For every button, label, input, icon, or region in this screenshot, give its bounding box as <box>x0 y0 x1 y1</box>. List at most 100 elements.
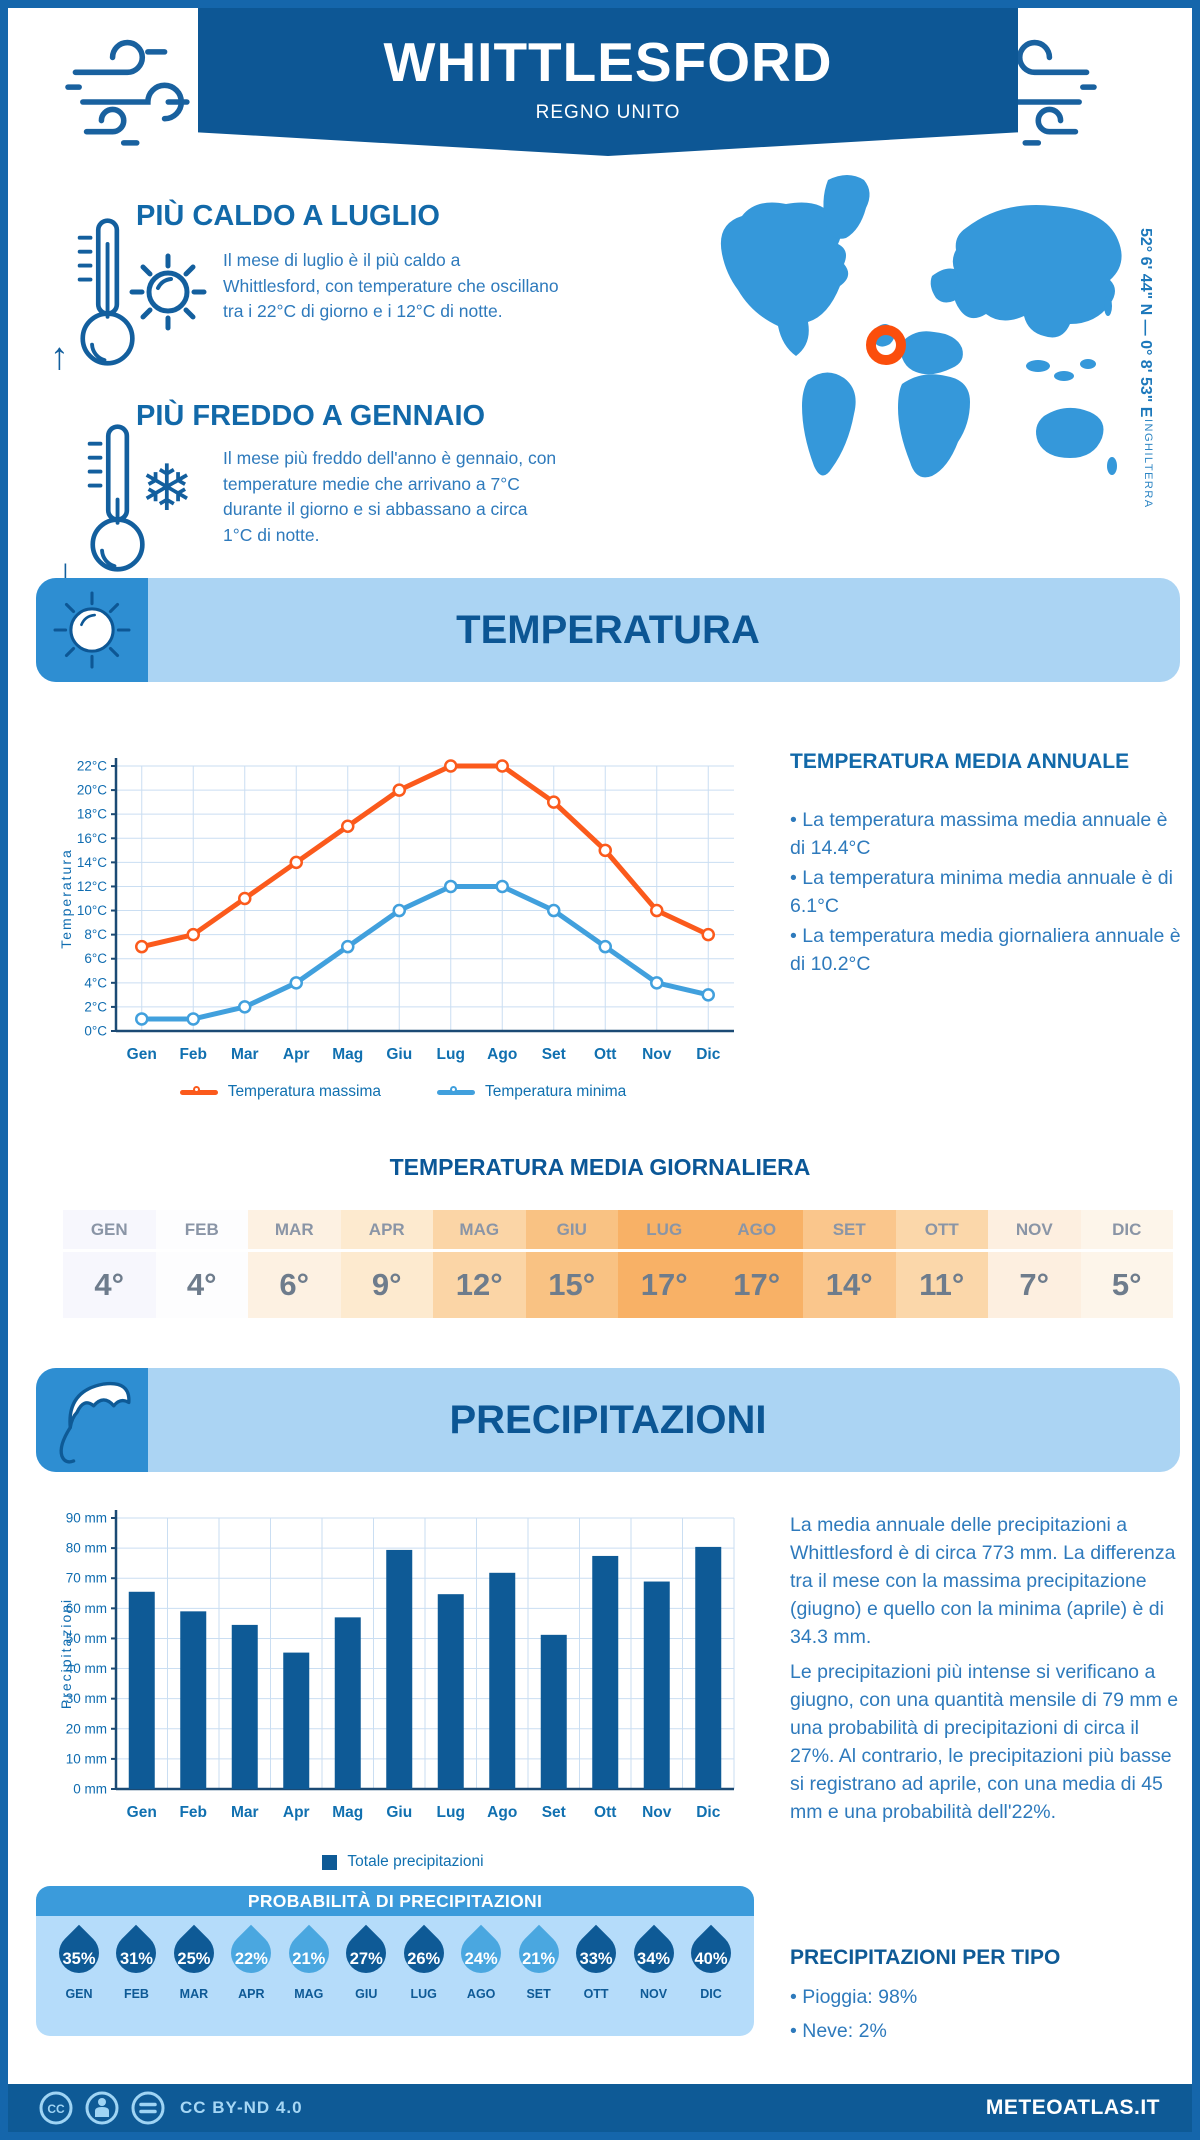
raindrop-icon: 25% <box>165 1924 223 1986</box>
table-column: MAG 12° <box>433 1210 526 1318</box>
legend-item-total: Totale precipitazioni <box>322 1853 484 1871</box>
sun-badge-icon <box>36 578 148 682</box>
probability-item: 33% OTT <box>567 1924 625 2036</box>
footer: CC CC BY-ND 4.0 METEOATLAS.IT <box>8 2084 1192 2132</box>
svg-text:60 mm: 60 mm <box>66 1601 107 1616</box>
probability-item: 27% GIU <box>337 1924 395 2036</box>
world-map <box>708 158 1128 488</box>
license-label: CC BY-ND 4.0 <box>180 2098 303 2117</box>
svg-text:Set: Set <box>542 1046 566 1063</box>
cc-icon: CC <box>39 2091 73 2125</box>
probability-item: 26% LUG <box>395 1924 453 2036</box>
svg-text:Mar: Mar <box>231 1046 259 1063</box>
svg-text:22°C: 22°C <box>77 759 107 774</box>
annual-temperature-title: TEMPERATURA MEDIA ANNUALE <box>790 750 1130 773</box>
svg-text:10°C: 10°C <box>77 903 107 918</box>
svg-text:10 mm: 10 mm <box>66 1751 107 1766</box>
thermometer-low-icon <box>76 422 156 582</box>
svg-text:Mar: Mar <box>231 1804 259 1821</box>
page-title: WHITTLESFORD <box>383 31 833 93</box>
svg-text:Nov: Nov <box>642 1804 672 1821</box>
svg-text:Set: Set <box>542 1804 566 1821</box>
svg-text:Ott: Ott <box>594 1804 616 1821</box>
header-banner: WHITTLESFORD REGNO UNITO <box>198 8 1018 156</box>
probability-panel: PROBABILITÀ DI PRECIPITAZIONI 35% GEN 31… <box>36 1886 754 2036</box>
temperature-legend: Temperatura massima Temperatura minima <box>58 1083 748 1101</box>
svg-text:Nov: Nov <box>642 1046 672 1063</box>
svg-text:90 mm: 90 mm <box>66 1511 107 1526</box>
temperature-chart: 0°C 2°C 4°C 6°C 8°C 10°C 12°C 14°C 16°C 18°C 20°C 2… <box>58 746 748 1076</box>
svg-text:Precipitazioni: Precipitazioni <box>58 1598 74 1709</box>
equals-icon <box>131 2091 165 2125</box>
svg-text:Ago: Ago <box>487 1046 517 1063</box>
table-column: AGO 17° <box>710 1210 803 1318</box>
precipitation-legend: Totale precipitazioni <box>58 1853 748 1871</box>
table-column: GEN 4° <box>63 1210 156 1318</box>
wind-icon <box>58 24 208 159</box>
region-label: INGHILTERRA <box>1142 419 1154 510</box>
precipitation-type-rain: • Pioggia: 98% <box>790 1986 918 2008</box>
site-name: METEOATLAS.IT <box>985 2096 1160 2119</box>
location-marker <box>866 325 906 365</box>
svg-text:Gen: Gen <box>127 1046 157 1063</box>
svg-text:0°C: 0°C <box>84 1024 107 1039</box>
table-column: LUG 17° <box>618 1210 711 1318</box>
raindrop-icon: 24% <box>452 1924 510 1986</box>
svg-text:Dic: Dic <box>696 1046 721 1063</box>
table-column: NOV 7° <box>988 1210 1081 1318</box>
arrow-up-icon: ↑ <box>50 336 69 378</box>
svg-text:Mag: Mag <box>332 1046 363 1063</box>
svg-text:14°C: 14°C <box>77 855 107 870</box>
daily-table-title: TEMPERATURA MEDIA GIORNALIERA <box>389 1154 811 1180</box>
svg-text:Apr: Apr <box>283 1046 310 1063</box>
svg-text:Lug: Lug <box>437 1804 465 1821</box>
table-column: OTT 11° <box>895 1210 988 1318</box>
precipitation-paragraph-2: Le precipitazioni più intense si verific… <box>790 1661 1179 1823</box>
svg-text:Ott: Ott <box>594 1046 616 1063</box>
annual-bullet-daily: • La temperatura media giornaliera annua… <box>790 925 1181 975</box>
svg-text:80 mm: 80 mm <box>66 1541 107 1556</box>
svg-text:2°C: 2°C <box>84 999 107 1014</box>
precipitation-section-title: PRECIPITAZIONI <box>449 1397 767 1442</box>
cold-title: PIÙ FREDDO A GENNAIO <box>136 400 486 432</box>
svg-text:12°C: 12°C <box>77 879 107 894</box>
annual-bullet-min: • La temperatura minima media annuale è … <box>790 867 1173 917</box>
raindrop-icon: 22% <box>223 1924 280 1986</box>
coordinates-text: 52° 6' 44" N — 0° 8' 53" E <box>1137 228 1154 418</box>
probability-item: 31% FEB <box>108 1924 165 2036</box>
precipitation-type-title: PRECIPITAZIONI PER TIPO <box>790 1946 1061 1969</box>
temperature-section-band: TEMPERATURA <box>36 578 1180 682</box>
svg-text:Mag: Mag <box>332 1804 363 1821</box>
person-icon <box>85 2091 119 2125</box>
svg-text:Feb: Feb <box>179 1046 207 1063</box>
probability-item: 25% MAR <box>165 1924 223 2036</box>
svg-text:30 mm: 30 mm <box>66 1691 107 1706</box>
svg-text:CC: CC <box>47 2102 65 2116</box>
probability-item: 24% AGO <box>452 1924 510 2036</box>
precipitation-section-band: PRECIPITAZIONI <box>36 1368 1180 1472</box>
svg-text:Lug: Lug <box>437 1046 465 1063</box>
probability-item: 21% SET <box>510 1924 567 2036</box>
svg-text:8°C: 8°C <box>84 927 107 942</box>
raindrop-icon: 40% <box>682 1924 740 1986</box>
raindrop-icon: 34% <box>625 1924 682 1986</box>
probability-item: 35% GEN <box>50 1924 108 2036</box>
svg-text:40 mm: 40 mm <box>66 1661 107 1676</box>
snowflake-icon: ❄ <box>140 452 194 524</box>
svg-text:Giu: Giu <box>386 1046 412 1063</box>
probability-title: PROBABILITÀ DI PRECIPITAZIONI <box>36 1886 754 1916</box>
svg-text:Giu: Giu <box>386 1804 412 1821</box>
legend-item-max: Temperatura massima <box>179 1083 381 1101</box>
table-column: FEB 4° <box>155 1210 248 1318</box>
umbrella-icon <box>36 1368 148 1472</box>
svg-text:Ago: Ago <box>487 1804 517 1821</box>
raindrop-icon: 21% <box>280 1924 338 1986</box>
svg-text:16°C: 16°C <box>77 831 107 846</box>
coordinates-block: 52° 6' 44" N — 0° 8' 53" E INGHILTERRA <box>1136 228 1154 548</box>
table-column: MAR 6° <box>248 1210 341 1318</box>
page-subtitle: REGNO UNITO <box>535 102 681 123</box>
svg-text:0 mm: 0 mm <box>73 1782 107 1797</box>
legend-item-min: Temperatura minima <box>437 1083 626 1101</box>
precipitation-chart: 0 mm 10 mm 20 mm 30 mm 40 mm 50 mm 60 mm 70 mm 8… <box>58 1504 748 1834</box>
